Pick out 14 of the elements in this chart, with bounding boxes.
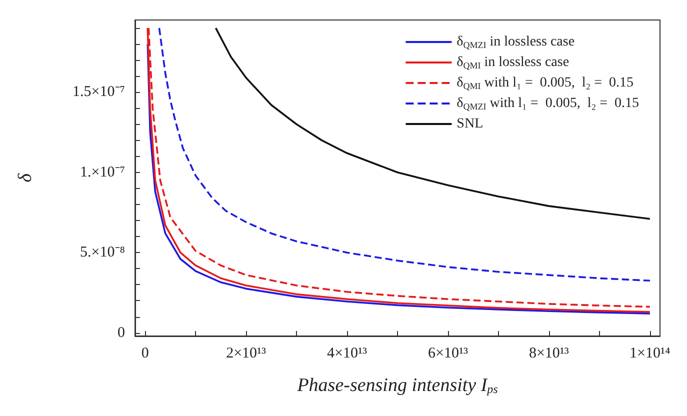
x-tick-label: 1×10¹⁴ [630,346,670,362]
x-tick-label: 8×10¹³ [528,346,570,362]
x-tick-label: 6×10¹³ [428,346,468,362]
line-series [214,27,651,220]
y-axis-title: δ [15,172,36,182]
y-tick-label: 5.×10⁻⁸ [80,244,125,261]
x-tick-label: 0 [141,346,149,362]
y-tick-label: 0 [118,324,125,341]
y-tick-label: 1.5×10⁻⁷ [72,84,125,100]
x-tick-label: 2×10¹³ [226,346,267,362]
x-tick-label: 4×10¹³ [327,346,368,362]
legend-label: SNL [456,116,484,132]
x-axis-title: Phase-sensing intensity Ips [296,375,498,396]
y-tick-label: 1.×10⁻⁷ [80,164,125,180]
